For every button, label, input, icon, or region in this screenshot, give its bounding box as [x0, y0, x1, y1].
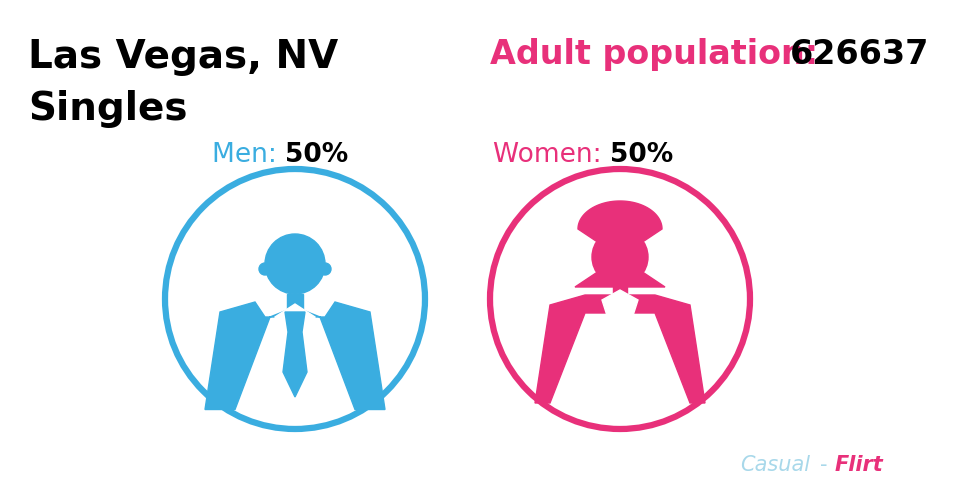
- Circle shape: [265, 234, 325, 295]
- FancyBboxPatch shape: [287, 295, 303, 313]
- FancyBboxPatch shape: [613, 286, 627, 306]
- Text: Las Vegas, NV: Las Vegas, NV: [28, 38, 338, 76]
- Polygon shape: [275, 305, 315, 357]
- Text: Singles: Singles: [28, 90, 187, 128]
- Polygon shape: [283, 313, 307, 397]
- Text: 50%: 50%: [610, 142, 673, 168]
- Text: Women:: Women:: [493, 142, 610, 168]
- Text: Flirt: Flirt: [835, 454, 884, 474]
- Text: Casual: Casual: [740, 454, 810, 474]
- Text: -: -: [820, 454, 828, 474]
- Circle shape: [592, 229, 648, 286]
- Text: Men:: Men:: [212, 142, 285, 168]
- Circle shape: [259, 264, 271, 276]
- Text: 50%: 50%: [285, 142, 348, 168]
- Polygon shape: [602, 291, 638, 337]
- Polygon shape: [205, 303, 385, 410]
- Polygon shape: [575, 201, 665, 288]
- Polygon shape: [535, 296, 705, 403]
- Text: Adult population:: Adult population:: [490, 38, 818, 71]
- Text: 626637: 626637: [790, 38, 929, 71]
- Circle shape: [319, 264, 331, 276]
